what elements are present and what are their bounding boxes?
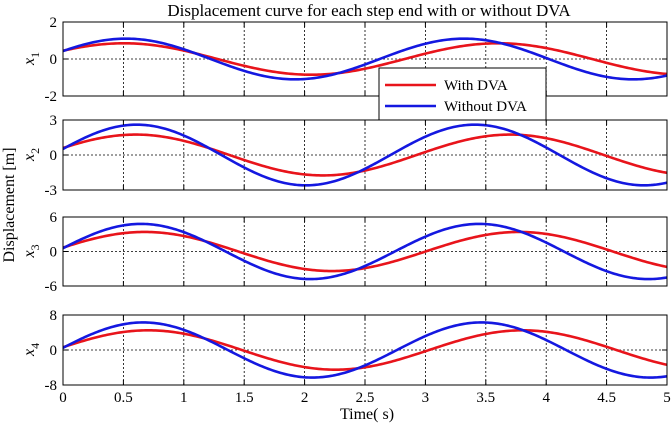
y-tick-label: 0 bbox=[50, 343, 58, 359]
series-without-dva-line-x1 bbox=[63, 37, 667, 81]
x-tick-label: 0.5 bbox=[114, 390, 133, 406]
y-tick-label: 3 bbox=[50, 113, 58, 129]
y-tick-label: 0 bbox=[50, 52, 58, 68]
chart-title: Displacement curve for each step end wit… bbox=[167, 1, 571, 20]
x-tick-label: 2.5 bbox=[356, 390, 375, 406]
y-tick-label: -6 bbox=[45, 279, 58, 295]
x-tick-label: 2 bbox=[301, 390, 309, 406]
subplot-ylabel-4: x4 bbox=[21, 343, 42, 357]
y-axis-label: Displacement [m] bbox=[1, 147, 18, 262]
series-with-dva-line-x4 bbox=[63, 329, 667, 371]
legend: With DVA Without DVA bbox=[378, 67, 547, 121]
subplot-ylabel-sub: 3 bbox=[28, 244, 42, 250]
series-without-dva-line-x4 bbox=[63, 321, 667, 379]
y-tick-label: -8 bbox=[45, 378, 58, 394]
legend-box bbox=[378, 67, 547, 121]
x-axis-label: Time( s) bbox=[340, 406, 394, 423]
y-tick-label: 0 bbox=[50, 148, 58, 164]
subplot-ylabel-main: x bbox=[21, 349, 38, 357]
legend-label-with-dva: With DVA bbox=[444, 78, 508, 94]
x-tick-label: 3 bbox=[422, 390, 430, 406]
subplot-ylabel-1: x1 bbox=[21, 52, 42, 66]
subplot-ylabel-3: x3 bbox=[21, 244, 42, 258]
y-tick-label: -2 bbox=[45, 89, 58, 105]
series-without-dva-line-x2 bbox=[63, 123, 667, 187]
subplot-ylabel-2: x2 bbox=[21, 148, 42, 162]
subplot-2: 3 0 -3 x2 bbox=[21, 113, 668, 199]
series-with-dva-line-x1 bbox=[63, 41, 667, 77]
y-tick-label: 0 bbox=[50, 245, 58, 261]
subplot-ylabel-main: x bbox=[21, 250, 38, 258]
subplot-ylabel-sub: 2 bbox=[28, 148, 42, 154]
x-tick-label: 4.5 bbox=[597, 390, 616, 406]
x-tick-label: 3.5 bbox=[476, 390, 495, 406]
subplot-ylabel-sub: 4 bbox=[28, 343, 42, 349]
series-without-dva-line-x3 bbox=[63, 222, 667, 281]
series-with-dva-line-x2 bbox=[63, 133, 667, 177]
subplot-ylabel-main: x bbox=[21, 58, 38, 66]
y-tick-label: 6 bbox=[50, 210, 58, 226]
x-tick-label: 5 bbox=[663, 390, 671, 406]
y-tick-label: 2 bbox=[50, 15, 58, 31]
subplot-ylabel-main: x bbox=[21, 154, 38, 162]
x-tick-label: 4 bbox=[542, 390, 550, 406]
subplot-1: 2 0 -2 x1 bbox=[21, 15, 668, 105]
x-tick-label: 1.5 bbox=[235, 390, 254, 406]
legend-label-without-dva: Without DVA bbox=[444, 99, 527, 115]
x-tick-label: 1 bbox=[180, 390, 188, 406]
x-tick-label: 0 bbox=[59, 390, 67, 406]
y-tick-label: -3 bbox=[45, 183, 58, 199]
subplot-3: 6 0 -6 x3 bbox=[21, 210, 668, 295]
y-tick-label: 8 bbox=[50, 308, 58, 324]
subplot-ylabel-sub: 1 bbox=[28, 52, 42, 58]
series-with-dva-line-x3 bbox=[63, 230, 667, 273]
